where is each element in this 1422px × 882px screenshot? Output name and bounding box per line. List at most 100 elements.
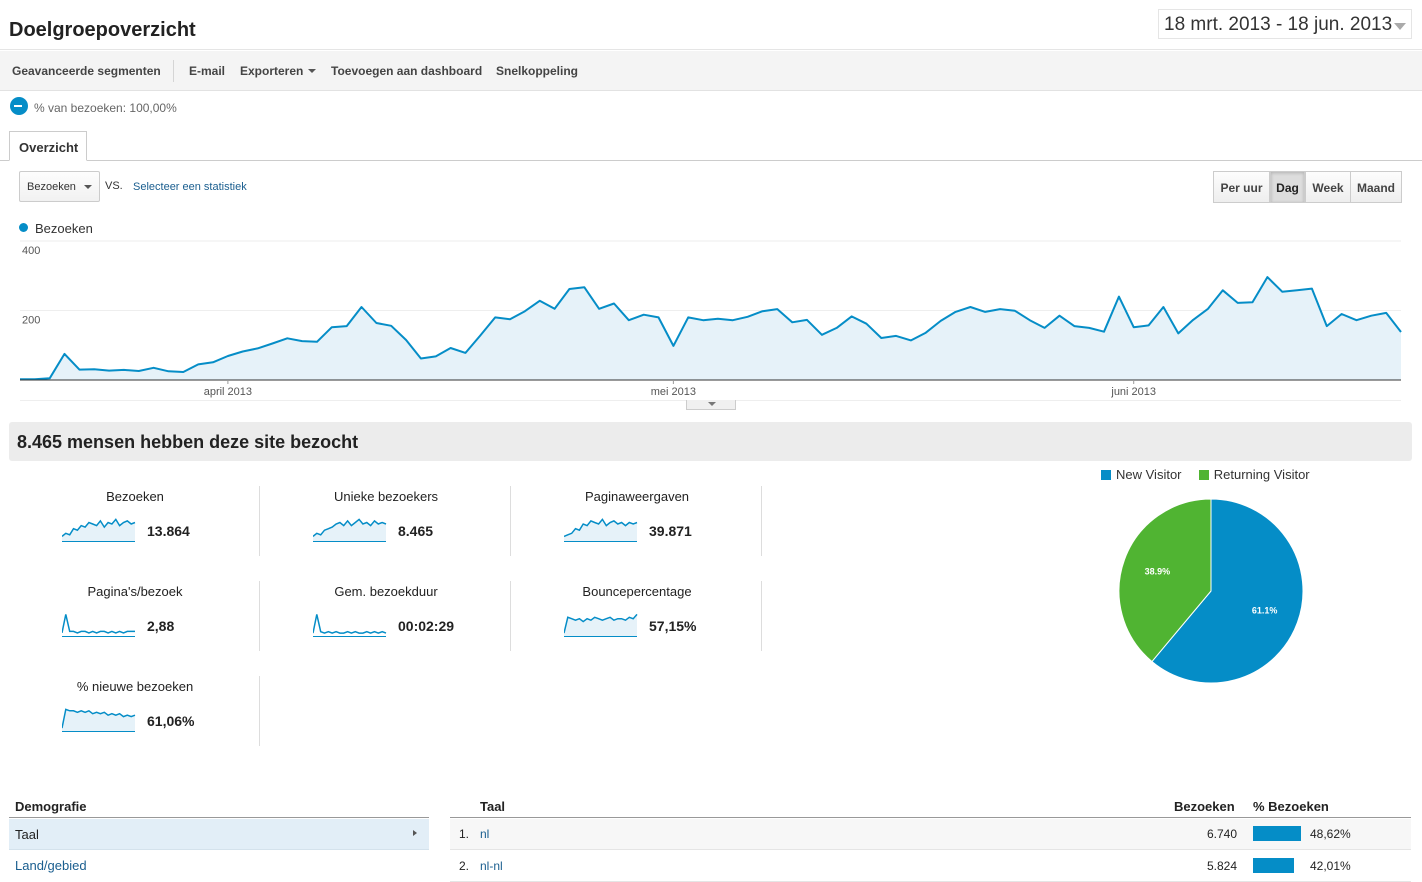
metric-card-label: Gem. bezoekduur [334,584,438,599]
chevron-right-icon [413,830,417,836]
legend-swatch-new [1101,470,1111,480]
x-tick-label: juni 2013 [1110,386,1156,398]
legend-swatch-returning [1198,470,1209,480]
metric-sparkline [564,613,638,637]
add-to-dashboard-button[interactable]: Toevoegen aan dashboard [331,64,483,78]
chart-collapse-handle[interactable] [686,400,736,410]
pie-slice-label: 38.9% [1145,567,1171,577]
chevron-down-icon [1394,23,1406,30]
granularity-hour-button[interactable]: Per uur [1213,171,1270,203]
export-label: Exporteren [240,64,304,78]
email-button[interactable]: E-mail [189,64,226,78]
metric-card-label: Unieke bezoekers [333,489,439,504]
metric-card-value: 57,15% [649,618,697,634]
sparkline-line [313,518,387,537]
metric-card-value: 13.864 [147,523,190,539]
sparkline-line [62,708,136,729]
export-button[interactable]: Exporteren [240,64,317,78]
metric-sparkline [313,614,387,637]
row-pct-bar [1253,858,1295,873]
select-metric-link[interactable]: Selecteer een statistiek [133,181,247,193]
row-pct-bar [1253,826,1301,841]
metric-card: Bouncepercentage 57,15% [512,581,762,651]
metric-select-value: Bezoeken [27,181,76,193]
vs-label: VS. [105,180,123,192]
sparkline-fill [564,614,637,636]
row-visits: 5.824 [1206,859,1237,873]
row-visits: 6.740 [1206,827,1237,841]
metric-sparkline [313,518,387,542]
column-header-visits[interactable]: Bezoeken [1174,799,1235,814]
metric-card-value: 8.465 [398,523,434,539]
tab-divider [0,160,1422,161]
visits-series-line [20,276,1402,381]
metric-card-label: Bezoeken [106,489,164,504]
sparkline-line [313,614,387,634]
metric-sparkline [62,518,136,542]
metric-card: Paginaweergaven 39.871 [512,486,762,556]
metric-card-label: Pagina's/bezoek [87,584,183,599]
shortcut-button[interactable]: Snelkoppeling [496,64,579,78]
pie-slice-label: 61.1% [1252,606,1278,616]
metric-card-label: Paginaweergaven [584,489,690,504]
sparkline-line [62,614,135,634]
toolbar-divider [173,60,174,82]
table-header: Taal Bezoeken % Bezoeken [450,797,1411,818]
date-range-text: 18 mrt. 2013 - 18 jun. 2013 [1164,14,1393,35]
tab-overzicht[interactable]: Overzicht [9,131,87,161]
granularity-month-button[interactable]: Maand [1350,171,1402,203]
row-index: 2. [459,859,470,873]
sparkline-fill [62,519,135,541]
sparkline-line [564,613,638,634]
granularity-week-button[interactable]: Week [1305,171,1351,203]
metric-card-label: % nieuwe bezoeken [76,679,194,694]
demographics-item-label: Taal [15,827,39,842]
metric-card: Unieke bezoekers 8.465 [261,486,511,556]
metric-card-value: 00:02:29 [398,618,455,634]
metric-sparkline [62,708,136,732]
visits-area-fill [20,277,1401,380]
metric-sparkline [564,518,638,542]
column-header-visits-pct[interactable]: % Bezoeken [1253,799,1329,814]
metric-sparkline [62,614,135,637]
demographics-item-country[interactable]: Land/gebied [15,858,87,873]
visitors-summary-bar: 8.465 mensen hebben deze site bezocht [9,422,1412,461]
y-tick-label: 200 [22,315,40,327]
legend-label-returning: Returning Visitor [1213,467,1310,482]
pie-slice-returning-visitor [1118,498,1212,663]
sparkline-fill [313,519,386,541]
row-language-link[interactable]: nl [480,827,490,841]
metric-card-value: 2,88 [147,618,175,634]
legend-label-new: New Visitor [1116,467,1182,482]
x-tick-label: april 2013 [204,386,252,398]
metric-card-value: 39.871 [649,523,692,539]
y-tick-label: 400 [22,245,40,257]
granularity-day-button[interactable]: Dag [1270,171,1305,203]
metric-card: % nieuwe bezoeken 61,06% [10,676,260,746]
metric-card: Bezoeken 13.864 [10,486,260,556]
chart-legend: Bezoeken [19,221,93,236]
page-header: Doelgroepoverzicht 18 mrt. 2013 - 18 jun… [0,0,1422,50]
metric-card: Pagina's/bezoek 2,88 [10,581,260,651]
segment-pie-icon [10,97,28,115]
visitors-summary-title: 8.465 mensen hebben deze site bezocht [17,432,359,452]
table-row: 2. nl-nl 5.824 42,01% [450,851,1411,882]
demographics-header: Demografie [9,797,429,818]
x-tick-label: mei 2013 [651,386,696,398]
sparkline-line [62,518,136,537]
visits-line-chart: 200 400 april 2013 mei 2013 juni 2013 [20,240,1402,401]
row-pct: 42,01% [1310,859,1351,873]
segment-label: % van bezoeken: 100,00% [34,101,177,115]
metric-select[interactable]: Bezoeken [19,171,100,202]
caret-down-icon [308,69,317,73]
sparkline-line [564,518,638,538]
pie-slice-new-visitor [1151,498,1304,684]
row-language-link[interactable]: nl-nl [480,859,503,873]
demographics-title: Demografie [15,799,87,814]
date-range-picker[interactable]: 18 mrt. 2013 - 18 jun. 2013 [1158,9,1412,39]
advanced-segments-button[interactable]: Geavanceerde segmenten [12,64,161,78]
metric-card-label: Bouncepercentage [582,584,692,599]
column-header-language[interactable]: Taal [480,799,506,814]
demographics-item-language[interactable]: Taal [9,819,429,850]
page-title: Doelgroepoverzicht [9,19,196,41]
